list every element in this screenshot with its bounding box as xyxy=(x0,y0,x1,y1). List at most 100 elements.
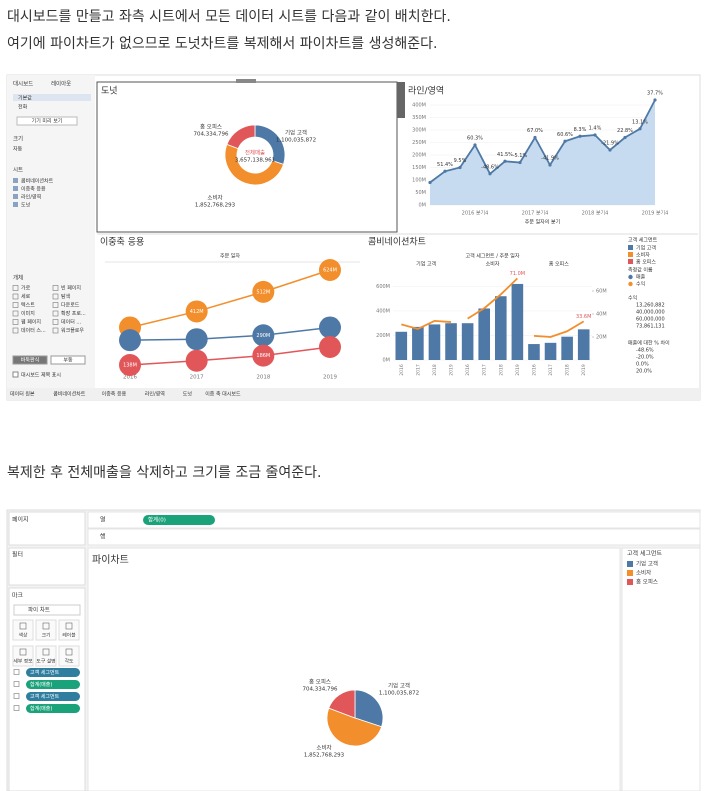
paragraph: 복제한 후 전체매출을 삭제하고 크기를 조금 줄여준다. xyxy=(7,465,322,481)
line xyxy=(533,320,585,338)
slice-value: 1,100,035,872 xyxy=(276,138,316,144)
object-icon xyxy=(52,327,59,334)
line xyxy=(429,99,656,184)
line-label: 71.0M xyxy=(510,271,525,277)
checkbox[interactable] xyxy=(12,371,19,378)
legend-swatch xyxy=(628,259,633,264)
mark-type-dropdown[interactable] xyxy=(13,604,81,616)
slice-value: 704,334,796 xyxy=(303,687,338,693)
mark-button-label: 레이블 xyxy=(62,632,76,639)
legend-title: 고객 세그먼트 xyxy=(627,550,663,558)
object-icon xyxy=(52,310,59,317)
dot xyxy=(319,316,341,339)
x-axis-title: 주문 일자의 분기 xyxy=(525,219,560,226)
dot xyxy=(119,329,141,352)
mark-button[interactable] xyxy=(58,619,80,641)
dot-label: 412M xyxy=(190,309,204,315)
sheet-tab: 데이터 원본 xyxy=(10,391,35,398)
legend-item: 기업 고객 xyxy=(636,560,658,568)
mark-pill-icon xyxy=(13,693,20,699)
object-icon xyxy=(52,302,59,308)
point-label: -48.6% xyxy=(481,164,499,170)
point xyxy=(473,143,477,147)
bar xyxy=(412,326,424,360)
dot xyxy=(252,324,275,347)
slice-value: 1,852,768,293 xyxy=(304,753,345,759)
legend-swatch xyxy=(627,561,633,567)
layout-button[interactable] xyxy=(12,355,48,365)
mark-pill[interactable] xyxy=(26,668,80,677)
y-tick-label: 600M xyxy=(376,284,390,290)
mark-pill[interactable] xyxy=(26,692,80,701)
legend-item: -48.6% xyxy=(636,348,654,354)
line-title: 라인/영역 xyxy=(408,86,444,97)
x-tick-label: 2017 xyxy=(190,375,204,381)
point-label: 60.3% xyxy=(467,136,483,142)
object-icon xyxy=(12,285,19,291)
layout-button[interactable] xyxy=(50,355,86,365)
object-item: 가로 xyxy=(21,285,31,292)
dot xyxy=(252,344,275,367)
x-tick-label: 2017 xyxy=(482,364,488,376)
legend-item: 기업 고객 xyxy=(636,245,656,252)
pages-card xyxy=(8,511,86,546)
point-label: 13.1% xyxy=(632,119,648,125)
mark-button-icon xyxy=(65,648,73,656)
y-tick-label: 400M xyxy=(376,308,390,314)
slice-category: 소비자 xyxy=(207,194,222,202)
mark-pill-icon xyxy=(13,669,20,675)
mark-button[interactable] xyxy=(35,619,57,641)
column-pill[interactable] xyxy=(143,515,215,525)
preview-button[interactable] xyxy=(16,116,78,126)
dot xyxy=(252,280,275,303)
mark-button[interactable] xyxy=(12,619,34,641)
slice-category: 홈 오피스 xyxy=(309,678,331,686)
preview-label: 기기 미리 보기 xyxy=(32,118,63,125)
legend-title: 측정값 이름 xyxy=(628,267,653,274)
legend-item: -20.0% xyxy=(636,355,654,361)
mark-pill[interactable] xyxy=(26,680,80,689)
mark-button-icon xyxy=(19,648,27,656)
mark-button[interactable] xyxy=(12,645,34,667)
dot-label: 290M xyxy=(256,333,270,339)
pie-slice xyxy=(326,707,383,747)
dot xyxy=(119,354,141,376)
dot xyxy=(185,328,208,351)
object-item: 데이터 ... xyxy=(61,319,82,326)
sheet-item: 콤비네이션차트 xyxy=(21,178,54,185)
mark-button[interactable] xyxy=(58,645,80,667)
x-tick-label: 2019 xyxy=(515,364,521,376)
dot-label: 624M xyxy=(323,268,337,274)
pie-title: 파이차트 xyxy=(92,554,129,566)
line xyxy=(129,326,331,341)
sheet-tab: 콤비네이션차트 xyxy=(53,391,86,398)
y-tick-label: 150M xyxy=(412,165,426,171)
filters-card xyxy=(8,547,86,586)
object-icon xyxy=(12,327,19,334)
bar xyxy=(561,336,573,360)
mark-button-label: 도구 설명 xyxy=(36,658,55,665)
mark-pill[interactable] xyxy=(26,704,80,713)
y-tick-label: 250M xyxy=(412,140,426,146)
point xyxy=(563,139,567,143)
mark-button[interactable] xyxy=(35,645,57,667)
y-tick-label: 200M xyxy=(376,333,390,339)
slice-value: 1,852,768,293 xyxy=(195,203,236,209)
combo-header: 고객 세그먼트 / 주문 일자 xyxy=(465,253,519,260)
object-item: 텍스트 xyxy=(21,302,35,309)
point xyxy=(623,135,627,140)
sidebar-tab: 레이아웃 xyxy=(51,80,71,88)
group-label: 기업 고객 xyxy=(416,261,436,268)
point xyxy=(518,160,522,165)
bar xyxy=(445,323,457,360)
legend-swatch xyxy=(627,570,633,576)
object-item: 이미지 xyxy=(21,310,35,317)
legend-item: 40,000,000 xyxy=(636,310,665,316)
legend-item: 73,861,131 xyxy=(636,324,665,330)
device-option: 기본값 xyxy=(18,95,32,102)
object-item: 데이터 스... xyxy=(21,327,46,334)
mark-button-label: 색상 xyxy=(19,632,28,639)
line xyxy=(129,346,331,366)
x-tick-label: 2016 분기4 xyxy=(462,210,489,217)
object-item: 빈 페이지 xyxy=(61,285,81,292)
